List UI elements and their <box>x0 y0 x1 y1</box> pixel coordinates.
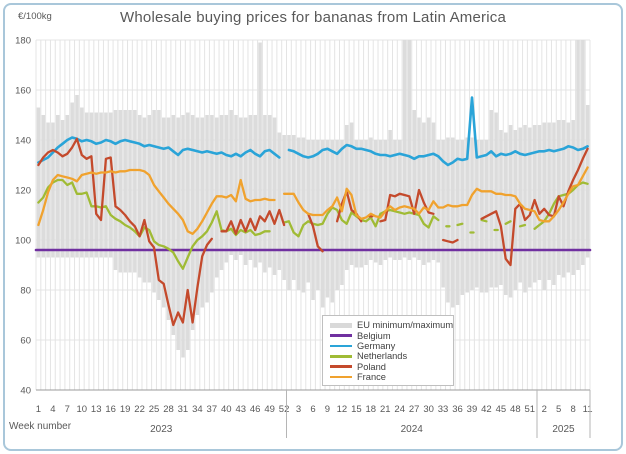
svg-text:180: 180 <box>15 36 31 47</box>
svg-text:40: 40 <box>221 404 232 415</box>
x-axis-title: Week number <box>9 421 72 432</box>
netherlands-line-swatch <box>330 355 352 358</box>
svg-text:15: 15 <box>351 404 362 415</box>
svg-text:2025: 2025 <box>552 424 575 435</box>
svg-text:24: 24 <box>394 404 405 415</box>
svg-text:22: 22 <box>134 404 145 415</box>
svg-text:100: 100 <box>15 236 31 247</box>
svg-text:8: 8 <box>570 404 575 415</box>
svg-text:48: 48 <box>510 404 521 415</box>
svg-text:28: 28 <box>163 404 174 415</box>
svg-text:2023: 2023 <box>150 424 173 435</box>
svg-text:140: 140 <box>15 136 31 147</box>
svg-text:80: 80 <box>20 286 31 297</box>
svg-text:6: 6 <box>310 404 315 415</box>
svg-text:30: 30 <box>423 404 434 415</box>
eu-minmax-swatch <box>330 322 352 328</box>
svg-text:12: 12 <box>337 404 348 415</box>
legend-label: France <box>357 372 386 383</box>
svg-text:52: 52 <box>279 404 290 415</box>
svg-text:36: 36 <box>452 404 463 415</box>
svg-text:7: 7 <box>65 404 70 415</box>
legend-item-germany: Germany <box>330 341 448 351</box>
svg-text:51: 51 <box>524 404 535 415</box>
svg-text:25: 25 <box>149 404 160 415</box>
svg-text:21: 21 <box>380 404 391 415</box>
svg-text:31: 31 <box>178 404 189 415</box>
legend-label: Poland <box>357 361 386 372</box>
svg-text:46: 46 <box>250 404 261 415</box>
legend-label: Germany <box>357 340 396 351</box>
svg-text:160: 160 <box>15 86 31 97</box>
svg-text:33: 33 <box>438 404 449 415</box>
legend-label: EU minimum/maximum <box>357 320 454 331</box>
svg-text:42: 42 <box>481 404 492 415</box>
svg-text:2024: 2024 <box>401 424 424 435</box>
svg-text:16: 16 <box>105 404 116 415</box>
svg-text:1: 1 <box>36 404 41 415</box>
svg-text:10: 10 <box>76 404 87 415</box>
legend-item-france: France <box>330 372 448 382</box>
svg-text:120: 120 <box>15 186 31 197</box>
svg-text:34: 34 <box>192 404 203 415</box>
legend-item-poland: Poland <box>330 362 448 372</box>
svg-text:60: 60 <box>20 336 31 347</box>
france-line-swatch <box>330 375 352 379</box>
poland-line-swatch <box>330 365 352 369</box>
legend-item-belgium: Belgium <box>330 330 448 341</box>
germany-line-swatch <box>330 344 352 348</box>
svg-text:13: 13 <box>91 404 102 415</box>
svg-text:43: 43 <box>235 404 246 415</box>
belgium-line-swatch <box>330 334 352 337</box>
svg-text:45: 45 <box>496 404 507 415</box>
y-axis-unit-label: €/100kg <box>18 11 52 22</box>
svg-text:37: 37 <box>207 404 218 415</box>
legend-item-netherlands: Netherlands <box>330 351 448 361</box>
chart-title: Wholesale buying prices for bananas from… <box>120 9 506 26</box>
svg-text:19: 19 <box>120 404 131 415</box>
svg-text:49: 49 <box>264 404 275 415</box>
svg-text:11: 11 <box>583 404 593 415</box>
legend-label: Netherlands <box>357 351 408 362</box>
svg-text:9: 9 <box>325 404 330 415</box>
svg-text:2: 2 <box>542 404 547 415</box>
svg-text:5: 5 <box>556 404 561 415</box>
legend-box: EU minimum/maximum Belgium Germany Nethe… <box>322 315 454 387</box>
svg-text:40: 40 <box>20 386 31 397</box>
legend-item-eu-minmax: EU minimum/maximum <box>330 320 453 330</box>
svg-text:4: 4 <box>50 404 55 415</box>
svg-text:39: 39 <box>467 404 478 415</box>
svg-text:27: 27 <box>409 404 420 415</box>
legend-label: Belgium <box>357 330 391 341</box>
svg-text:3: 3 <box>296 404 301 415</box>
svg-text:18: 18 <box>366 404 377 415</box>
